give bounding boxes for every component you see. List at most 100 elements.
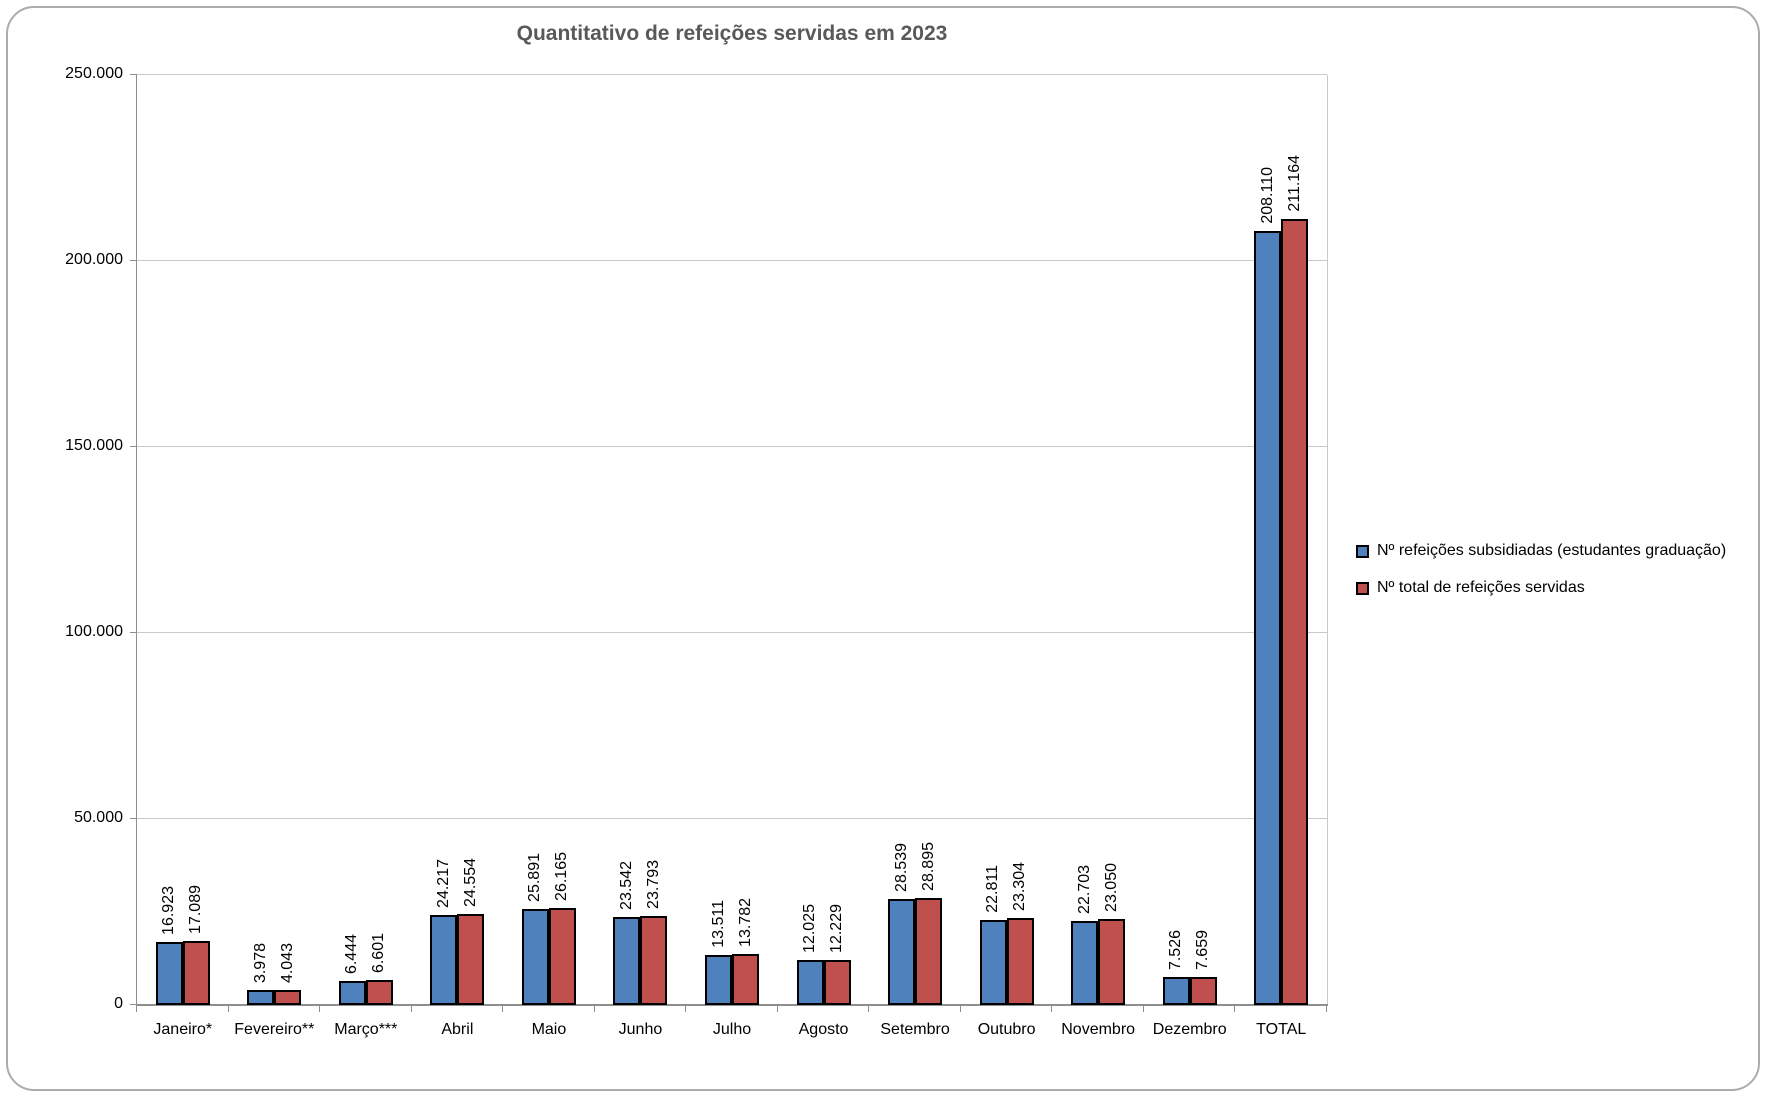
bar-total	[182, 941, 210, 1005]
x-axis-category-label: Abril	[441, 1021, 474, 1038]
legend-item: Nº total de refeições servidas	[1356, 579, 1726, 597]
bar-subsidiadas	[1254, 231, 1282, 1005]
y-axis-tick	[130, 1004, 137, 1005]
bar-data-label: 6.601	[370, 932, 388, 973]
x-axis-category-label: Dezembro	[1152, 1021, 1227, 1038]
x-axis-tick	[1326, 1005, 1327, 1012]
bar-subsidiadas	[247, 990, 275, 1005]
x-axis-tick	[319, 1005, 321, 1012]
bar-subsidiadas	[1162, 977, 1190, 1005]
bar-total	[1281, 219, 1309, 1005]
bar-subsidiadas	[979, 920, 1007, 1005]
x-axis-category-label: Julho	[712, 1021, 752, 1038]
bar-data-label: 13.511	[709, 900, 727, 948]
bar-subsidiadas	[521, 909, 549, 1005]
chart-title: Quantitativo de refeições servidas em 20…	[516, 22, 948, 45]
x-axis-category-label: Fevereiro**	[234, 1021, 315, 1038]
bar-total	[1189, 977, 1217, 1005]
chart-frame	[6, 6, 1760, 1091]
bar-data-label: 23.304	[1011, 862, 1029, 911]
bar-data-label: 26.165	[553, 852, 571, 901]
legend-label: Nº refeições subsidiadas (estudantes gra…	[1377, 542, 1727, 559]
x-axis-line	[136, 1004, 1328, 1006]
bar-data-label: 211.164	[1285, 155, 1303, 212]
y-axis-tick	[130, 260, 137, 261]
x-axis-tick	[502, 1005, 504, 1012]
bar-data-label: 208.110	[1258, 167, 1276, 224]
legend-swatch-icon	[1356, 544, 1369, 558]
x-axis-category-label: Outubro	[977, 1021, 1036, 1038]
x-axis-category-label: TOTAL	[1256, 1021, 1307, 1038]
x-axis-tick	[227, 1005, 229, 1012]
gridline	[137, 74, 1327, 75]
bar-subsidiadas	[155, 942, 183, 1005]
bar-subsidiadas	[705, 955, 732, 1005]
bar-total	[640, 916, 668, 1005]
bar-total	[274, 990, 302, 1005]
bar-data-label: 22.703	[1075, 865, 1093, 914]
x-axis-category-label: Novembro	[1061, 1021, 1136, 1038]
bar-data-label: 23.050	[1102, 863, 1120, 912]
x-axis-category-label: Março***	[334, 1021, 398, 1038]
x-axis-tick	[1051, 1005, 1053, 1012]
bar-subsidiadas	[1071, 921, 1099, 1005]
bar-data-label: 24.217	[434, 859, 452, 908]
y-axis-tick	[130, 446, 137, 447]
y-axis-tick-label: 250.000	[65, 65, 123, 82]
y-axis-tick	[130, 632, 137, 633]
y-axis-tick-label: 50.000	[74, 809, 123, 826]
x-axis-category-label: Agosto	[798, 1021, 849, 1038]
bar-subsidiadas	[888, 899, 916, 1005]
x-axis-category-label: Maio	[531, 1021, 567, 1038]
bar-total	[915, 898, 943, 1005]
gridline	[137, 260, 1327, 261]
x-axis-tick	[1234, 1005, 1236, 1012]
bar-total	[457, 914, 485, 1005]
bar-data-label: 28.539	[892, 843, 910, 892]
x-axis-tick	[868, 1005, 870, 1012]
y-axis-tick	[130, 74, 137, 75]
gridline	[137, 818, 1327, 819]
y-axis-line	[136, 75, 137, 1005]
bar-total	[732, 954, 759, 1005]
x-axis-tick	[1142, 1005, 1144, 1012]
legend-swatch-icon	[1356, 581, 1369, 595]
bar-data-label: 12.025	[801, 904, 819, 953]
y-axis-tick-label: 0	[114, 995, 123, 1012]
x-axis-tick	[685, 1005, 687, 1012]
y-axis-tick	[130, 818, 137, 819]
legend: Nº refeições subsidiadas (estudantes gra…	[1356, 542, 1726, 616]
bar-data-label: 16.923	[160, 886, 178, 935]
bar-subsidiadas	[430, 915, 458, 1005]
bar-data-label: 7.526	[1167, 929, 1185, 970]
bar-data-label: 12.229	[828, 904, 846, 953]
bar-subsidiadas	[796, 960, 824, 1005]
bar-data-label: 24.554	[461, 858, 479, 907]
y-axis-tick-label: 200.000	[65, 251, 123, 268]
y-axis-tick-label: 150.000	[65, 437, 123, 454]
bar-subsidiadas	[613, 917, 641, 1005]
bar-data-label: 23.793	[644, 860, 662, 909]
bar-subsidiadas	[338, 981, 366, 1005]
bar-total	[1098, 919, 1126, 1005]
x-axis-tick	[136, 1005, 137, 1012]
gridline	[137, 446, 1327, 447]
legend-label: Nº total de refeições servidas	[1377, 579, 1585, 596]
x-axis-tick	[776, 1005, 778, 1012]
bar-total	[548, 908, 576, 1005]
bar-data-label: 22.811	[984, 865, 1002, 913]
bar-data-label: 25.891	[526, 853, 544, 902]
bar-data-label: 3.978	[251, 942, 269, 983]
bar-data-label: 13.782	[736, 898, 754, 947]
x-axis-tick	[410, 1005, 412, 1012]
bar-data-label: 4.043	[278, 942, 296, 983]
y-axis-tick-label: 100.000	[65, 623, 123, 640]
bar-total	[1006, 918, 1034, 1005]
bar-data-label: 28.895	[919, 842, 937, 891]
x-axis-category-label: Janeiro*	[153, 1021, 213, 1038]
bar-data-label: 23.542	[617, 861, 635, 910]
bar-total	[823, 960, 851, 1005]
x-axis-category-label: Setembro	[880, 1021, 950, 1038]
legend-item: Nº refeições subsidiadas (estudantes gra…	[1356, 542, 1726, 560]
